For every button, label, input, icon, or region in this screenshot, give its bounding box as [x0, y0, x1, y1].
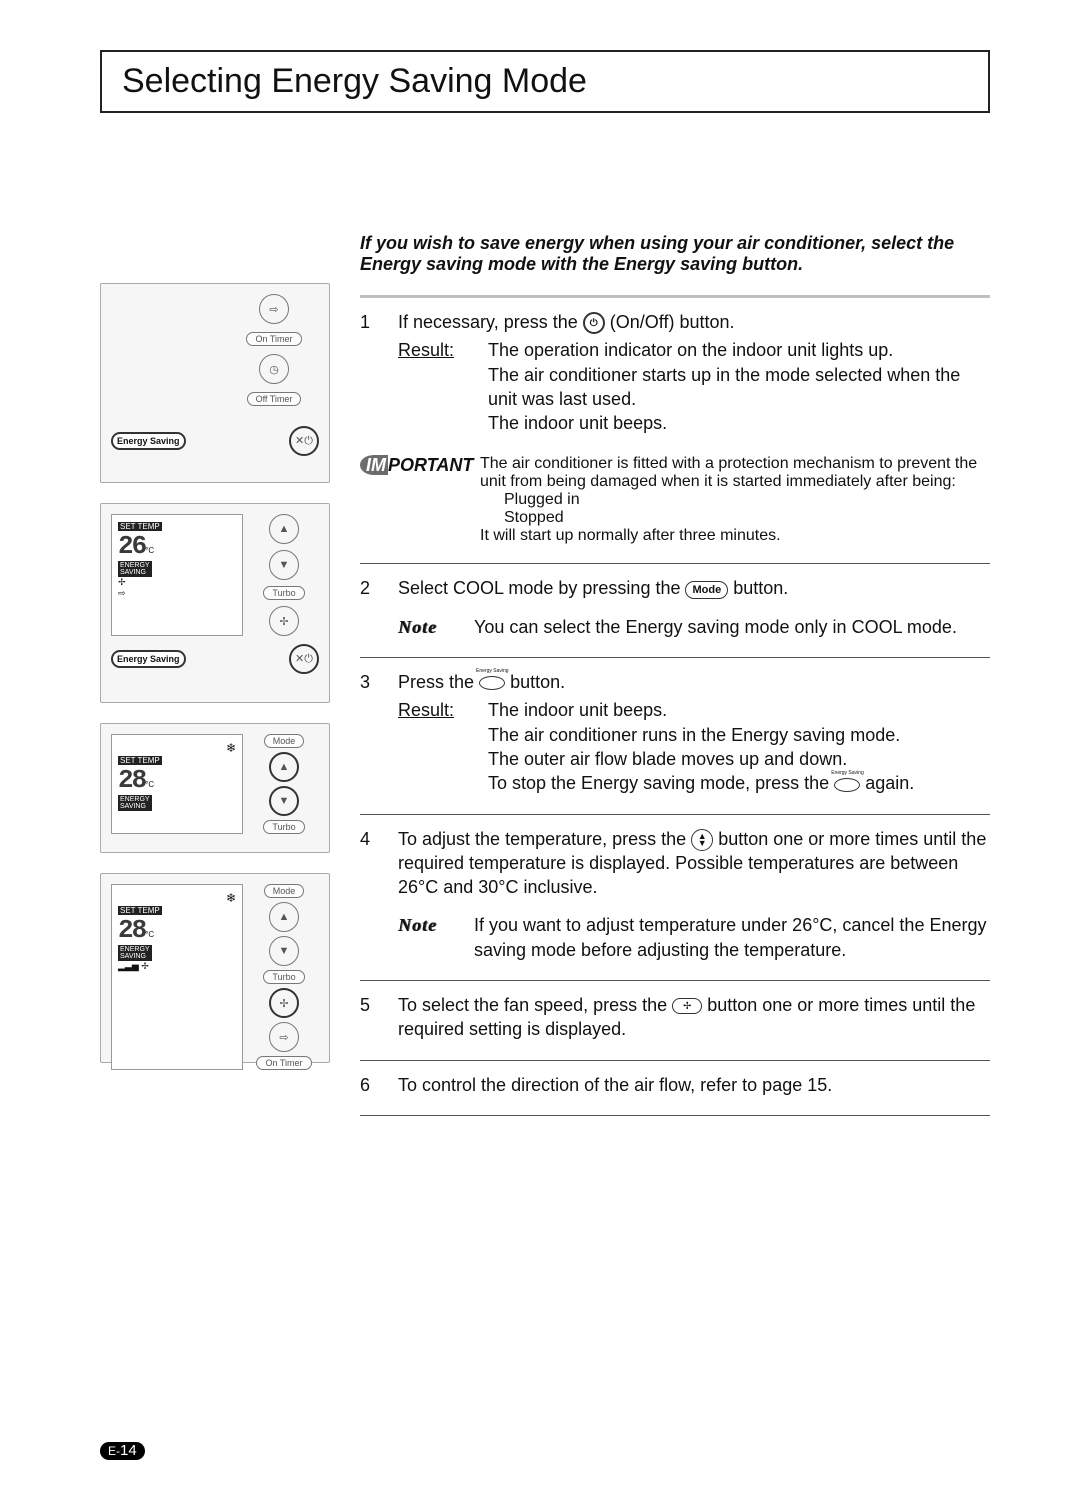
page-footer: E-14 [100, 1442, 145, 1460]
result-label: Result: [398, 698, 488, 722]
step-number: 1 [360, 310, 398, 435]
result-label: Result: [398, 338, 488, 362]
temp-updown-icon: ▲ ▼ [691, 829, 713, 851]
set-temp-label: SET TEMP [118, 756, 162, 765]
instructions-column: If you wish to save energy when using yo… [360, 233, 990, 1128]
fan-icon: ✢ [269, 606, 299, 636]
down-icon: ▼ [269, 786, 299, 816]
step-2: 2 Select COOL mode by pressing the Mode … [360, 576, 990, 639]
swing-icon: ⇨ [118, 588, 236, 599]
up-icon: ▲ [269, 902, 299, 932]
note-text: You can select the Energy saving mode on… [474, 615, 957, 639]
important-label: IMPORTANT [360, 455, 480, 476]
remote-illustrations: ⇨ On Timer ◷ Off Timer Energy Saving ✕⏻ … [100, 233, 330, 1083]
separator [360, 657, 990, 658]
energy-tag: ENERGY SAVING [118, 945, 152, 961]
power-icon: ⏻ [583, 312, 605, 334]
lcd-temp: 26 [118, 531, 145, 561]
lcd-temp: 28 [118, 765, 145, 795]
snowflake-icon: ❄ [118, 891, 236, 905]
separator [360, 814, 990, 815]
fan-icon: ✢ [269, 988, 299, 1018]
separator [360, 1060, 990, 1061]
intro-text: If you wish to save energy when using yo… [360, 233, 990, 275]
swing-icon: ⇨ [269, 1022, 299, 1052]
up-icon: ▲ [269, 514, 299, 544]
mode-button: Mode [264, 884, 305, 898]
result-text: The operation indicator on the indoor un… [488, 338, 990, 435]
remote-fig-1: ⇨ On Timer ◷ Off Timer Energy Saving ✕⏻ [100, 283, 330, 483]
important-bullet: Plugged in [480, 491, 990, 509]
step-number: 4 [360, 827, 398, 962]
note-text: If you want to adjust temperature under … [474, 913, 990, 962]
turbo-button: Turbo [263, 586, 304, 600]
important-block: IMPORTANT The air conditioner is fitted … [360, 455, 990, 545]
separator [360, 295, 990, 298]
clock-icon: ◷ [259, 354, 289, 384]
separator [360, 563, 990, 564]
step-1: 1 If necessary, press the ⏻ (On/Off) but… [360, 310, 990, 435]
important-text: The air conditioner is fitted with a pro… [480, 455, 990, 491]
set-temp-label: SET TEMP [118, 522, 162, 531]
note-label: Note [398, 913, 474, 937]
step-number: 2 [360, 576, 398, 639]
energy-saving-highlight: Energy Saving [111, 650, 186, 668]
note-label: Note [398, 615, 474, 639]
lcd-temp: 28 [118, 915, 145, 945]
energy-saving-highlight: Energy Saving [111, 432, 186, 450]
step-5: 5 To select the fan speed, press the ✢ b… [360, 993, 990, 1042]
down-icon: ▼ [269, 550, 299, 580]
up-icon: ▲ [269, 752, 299, 782]
step-number: 5 [360, 993, 398, 1042]
step-3: 3 Press the button. Result: The indoor u… [360, 670, 990, 795]
separator [360, 980, 990, 981]
separator [360, 1115, 990, 1116]
swirl-icon: ✢ [118, 577, 236, 588]
important-bullet: Stopped [480, 509, 990, 527]
step-6: 6 To control the direction of the air fl… [360, 1073, 990, 1097]
set-temp-label: SET TEMP [118, 906, 162, 915]
step-number: 6 [360, 1073, 398, 1097]
on-timer-button: On Timer [256, 1056, 311, 1070]
off-timer-button: Off Timer [247, 392, 302, 406]
turbo-button: Turbo [263, 820, 304, 834]
remote-fig-4: ❄ SET TEMP 28°C ENERGY SAVING ▂▃▅ ✢ Mode… [100, 873, 330, 1063]
remote-fig-3: ❄ SET TEMP 28°C ENERGY SAVING Mode ▲ ▼ T… [100, 723, 330, 853]
step-number: 3 [360, 670, 398, 795]
cancel-power-icon: ✕⏻ [289, 426, 319, 456]
energy-tag: ENERGY SAVING [118, 795, 152, 811]
mode-icon: Mode [685, 581, 728, 599]
important-tail: It will start up normally after three mi… [480, 527, 990, 545]
energy-tag: ENERGY SAVING [118, 561, 152, 577]
fan-bars: ▂▃▅ [118, 961, 139, 971]
snowflake-icon: ❄ [118, 741, 236, 755]
fan-icon: ✢ [672, 998, 702, 1014]
swing-icon: ⇨ [259, 294, 289, 324]
energy-saving-icon [834, 778, 860, 792]
cancel-power-icon: ✕⏻ [289, 644, 319, 674]
mode-button: Mode [264, 734, 305, 748]
page-title-box: Selecting Energy Saving Mode [100, 50, 990, 113]
turbo-button: Turbo [263, 970, 304, 984]
step-text: To control the direction of the air flow… [398, 1073, 990, 1097]
page-title: Selecting Energy Saving Mode [122, 62, 968, 101]
remote-fig-2: SET TEMP 26°C ENERGY SAVING ✢ ⇨ ▲ ▼ Turb… [100, 503, 330, 703]
down-icon: ▼ [269, 936, 299, 966]
step-4: 4 To adjust the temperature, press the ▲… [360, 827, 990, 962]
on-timer-button: On Timer [246, 332, 301, 346]
energy-saving-icon [479, 676, 505, 690]
